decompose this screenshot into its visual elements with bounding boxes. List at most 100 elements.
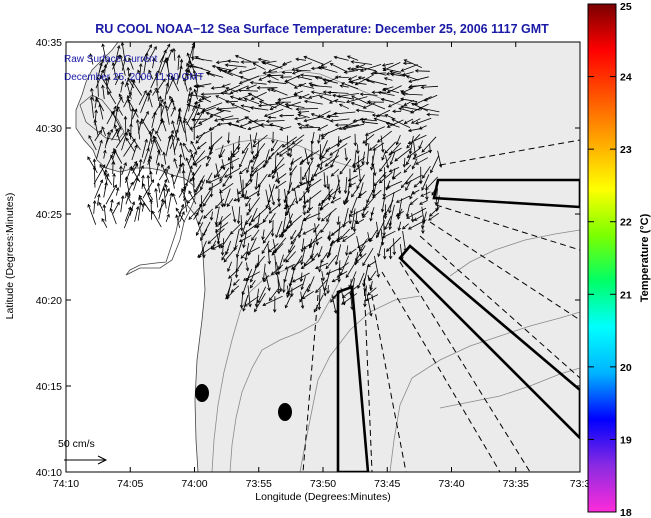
current-vector xyxy=(391,73,406,77)
current-vector xyxy=(296,179,315,188)
current-vector-head xyxy=(261,250,266,255)
current-vector xyxy=(384,77,393,81)
current-vector-head xyxy=(92,158,97,163)
current-vector-head xyxy=(409,195,413,200)
current-vector xyxy=(262,229,265,240)
current-vector xyxy=(278,254,284,270)
current-vector xyxy=(244,295,259,307)
current-vector xyxy=(165,135,171,157)
current-vector-head xyxy=(328,193,332,198)
current-vector-head xyxy=(128,132,132,136)
current-vector-head xyxy=(304,124,309,128)
current-vector xyxy=(223,188,231,207)
current-vector-head xyxy=(279,233,283,238)
current-vector xyxy=(266,120,285,122)
current-vector-head xyxy=(249,278,254,283)
current-vector-head xyxy=(177,107,182,112)
current-vector-head xyxy=(385,164,390,169)
current-vector-head xyxy=(194,101,198,105)
current-vector-head xyxy=(195,134,200,139)
current-vector-head xyxy=(245,86,250,90)
current-vector-head xyxy=(148,44,152,48)
current-vector-head xyxy=(101,43,105,48)
current-vector xyxy=(208,176,222,184)
current-vector xyxy=(241,142,251,154)
current-vector xyxy=(374,71,387,76)
current-vector xyxy=(323,172,326,188)
current-vector xyxy=(219,182,234,194)
current-vector-head xyxy=(320,218,325,222)
current-vector-head xyxy=(373,70,378,75)
current-vector-head xyxy=(310,66,315,71)
current-vector-head xyxy=(125,81,130,86)
current-vector xyxy=(383,68,402,73)
current-vector-head xyxy=(220,252,225,256)
current-vector xyxy=(246,84,257,90)
current-vector xyxy=(311,252,319,261)
current-vector xyxy=(285,198,296,216)
current-vector xyxy=(415,117,432,125)
current-vector xyxy=(243,271,261,281)
current-vector-head xyxy=(345,274,350,279)
current-vector xyxy=(321,146,331,159)
current-vector-head xyxy=(262,71,267,75)
current-vector-head xyxy=(90,87,94,92)
current-vector xyxy=(311,163,321,181)
current-vector xyxy=(238,89,259,92)
current-vector-head xyxy=(407,226,412,230)
current-vector-head xyxy=(239,75,244,80)
current-vector xyxy=(253,62,266,71)
current-vector xyxy=(339,136,351,142)
current-vector xyxy=(429,206,440,217)
current-vector-head xyxy=(130,78,134,83)
current-vector xyxy=(255,172,258,190)
current-vector xyxy=(228,123,247,130)
current-vector xyxy=(331,235,348,244)
current-vector-head xyxy=(187,98,192,102)
current-vector-head xyxy=(317,127,322,131)
current-vector xyxy=(410,197,418,205)
current-vector xyxy=(198,215,204,225)
current-vector-head xyxy=(373,117,378,121)
current-vector xyxy=(400,90,409,95)
current-vector-head xyxy=(235,254,240,258)
current-vector-head xyxy=(302,231,307,235)
current-vector-head xyxy=(123,162,127,166)
current-vector-head xyxy=(368,147,373,151)
current-vector xyxy=(276,142,295,156)
current-vector xyxy=(187,53,195,71)
current-vector xyxy=(383,215,385,236)
current-vector xyxy=(280,223,293,236)
current-vector xyxy=(303,236,323,249)
current-vector xyxy=(325,254,338,269)
current-vector xyxy=(373,142,385,151)
current-vector xyxy=(147,192,154,200)
x-tick-label: 73:55 xyxy=(246,478,272,490)
current-vector-head xyxy=(138,196,142,201)
current-vector xyxy=(291,259,303,270)
current-vector xyxy=(148,70,154,80)
current-vector-head xyxy=(329,152,334,156)
current-vector-head xyxy=(271,175,276,180)
current-vector xyxy=(321,131,329,140)
current-vector-head xyxy=(195,140,200,144)
current-vector xyxy=(208,136,223,150)
current-vector-head xyxy=(92,199,97,204)
current-vector-head xyxy=(396,216,401,220)
current-vector xyxy=(95,70,104,89)
current-vector xyxy=(317,124,328,131)
current-vector-head xyxy=(94,109,98,114)
current-vector-head xyxy=(215,60,220,65)
current-vector-head xyxy=(198,120,202,125)
current-vector-head xyxy=(184,68,189,72)
current-vector-head xyxy=(225,87,230,91)
current-vector-head xyxy=(267,173,272,178)
current-vector xyxy=(299,187,311,201)
current-vector xyxy=(268,63,287,72)
current-vector xyxy=(225,292,233,300)
current-vector-head xyxy=(270,271,275,276)
current-vector-head xyxy=(123,115,128,120)
current-vector-head xyxy=(113,184,117,188)
current-vector xyxy=(373,171,387,186)
current-vector-head xyxy=(413,153,417,158)
